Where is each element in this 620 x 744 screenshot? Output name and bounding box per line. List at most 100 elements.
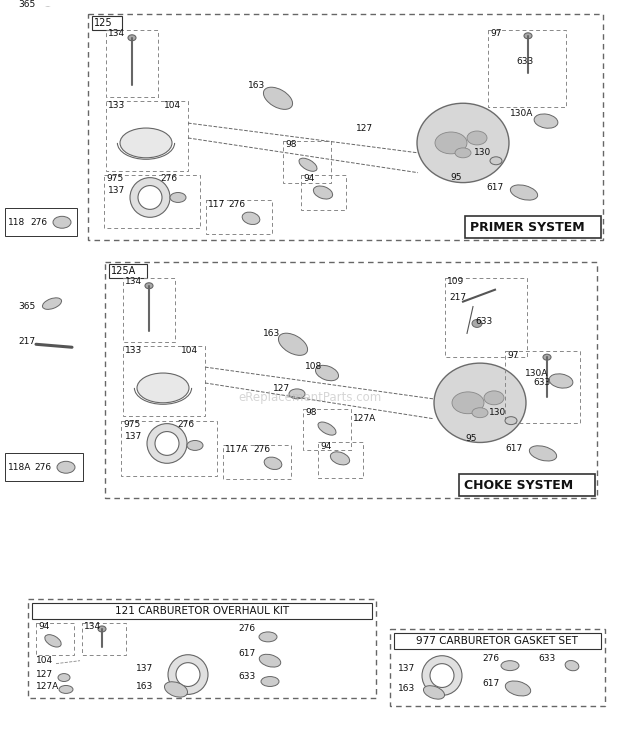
Bar — [318, 443, 363, 478]
Text: PRIMER SYSTEM: PRIMER SYSTEM — [470, 221, 585, 234]
Text: 134: 134 — [108, 29, 125, 38]
Bar — [445, 278, 527, 357]
Ellipse shape — [57, 461, 75, 473]
Text: 109: 109 — [447, 278, 464, 286]
Text: 95: 95 — [450, 173, 461, 182]
Bar — [394, 633, 601, 649]
Text: 130A: 130A — [510, 109, 533, 118]
Bar — [106, 30, 158, 97]
Ellipse shape — [484, 391, 504, 405]
Text: CHOKE SYSTEM: CHOKE SYSTEM — [464, 478, 573, 492]
Ellipse shape — [318, 422, 336, 435]
Ellipse shape — [53, 217, 71, 228]
Bar — [82, 623, 126, 655]
Text: 95: 95 — [465, 434, 477, 443]
Bar — [505, 351, 580, 423]
Text: 975: 975 — [106, 174, 123, 183]
Bar — [459, 474, 595, 496]
Text: 127: 127 — [273, 385, 290, 394]
Bar — [36, 623, 74, 655]
Text: 276: 276 — [177, 420, 194, 429]
Ellipse shape — [529, 446, 557, 461]
Circle shape — [147, 423, 187, 464]
Text: 276: 276 — [30, 218, 47, 227]
Ellipse shape — [120, 128, 172, 158]
Ellipse shape — [42, 298, 61, 310]
Bar — [206, 200, 272, 234]
Bar — [92, 16, 122, 30]
Text: 127: 127 — [356, 124, 373, 132]
Bar — [303, 408, 351, 450]
Text: 97: 97 — [490, 29, 502, 38]
Ellipse shape — [289, 389, 305, 399]
Ellipse shape — [187, 440, 203, 450]
Circle shape — [176, 663, 200, 687]
Text: 130: 130 — [489, 408, 507, 417]
Text: 276: 276 — [253, 445, 270, 454]
Ellipse shape — [505, 681, 531, 696]
Ellipse shape — [505, 417, 517, 425]
Text: 117A: 117A — [225, 445, 249, 454]
Text: 127: 127 — [36, 670, 53, 679]
Ellipse shape — [549, 373, 573, 388]
Text: 108: 108 — [305, 362, 322, 371]
Text: 276: 276 — [228, 200, 245, 209]
Bar — [106, 101, 188, 170]
Bar — [123, 346, 205, 416]
Text: 163: 163 — [248, 81, 265, 90]
Circle shape — [430, 664, 454, 687]
Ellipse shape — [524, 33, 532, 39]
Text: 97: 97 — [507, 350, 518, 359]
Ellipse shape — [128, 35, 136, 41]
Text: 633: 633 — [238, 672, 255, 681]
Circle shape — [422, 655, 462, 696]
Bar — [104, 175, 200, 228]
Text: 104: 104 — [36, 656, 53, 665]
Text: 163: 163 — [263, 329, 280, 338]
Ellipse shape — [98, 626, 106, 632]
Ellipse shape — [472, 408, 488, 417]
Ellipse shape — [467, 131, 487, 145]
Ellipse shape — [510, 185, 538, 200]
Ellipse shape — [45, 635, 61, 647]
Ellipse shape — [259, 654, 281, 667]
Bar — [109, 264, 147, 278]
Text: 137: 137 — [136, 664, 153, 673]
Text: 365: 365 — [18, 0, 35, 9]
Text: 365: 365 — [18, 302, 35, 311]
Ellipse shape — [42, 0, 61, 6]
Text: 977 CARBURETOR GASKET SET: 977 CARBURETOR GASKET SET — [416, 636, 578, 646]
Text: 133: 133 — [125, 346, 142, 355]
Text: 134: 134 — [84, 623, 101, 632]
Text: 163: 163 — [398, 684, 415, 693]
Text: 137: 137 — [125, 432, 142, 441]
Ellipse shape — [435, 132, 467, 154]
Text: 104: 104 — [181, 346, 198, 355]
Text: 104: 104 — [164, 100, 181, 109]
Text: 130A: 130A — [525, 368, 548, 377]
Bar — [5, 208, 77, 236]
Bar — [5, 453, 83, 481]
Bar — [32, 603, 372, 619]
Text: 217: 217 — [18, 337, 35, 346]
Text: 130: 130 — [474, 148, 491, 157]
Bar — [283, 141, 331, 182]
Text: 617: 617 — [486, 183, 503, 192]
Ellipse shape — [261, 676, 279, 687]
Bar — [28, 599, 376, 699]
Circle shape — [130, 178, 170, 217]
Ellipse shape — [565, 661, 579, 671]
Circle shape — [168, 655, 208, 694]
Ellipse shape — [313, 186, 332, 199]
Ellipse shape — [278, 333, 308, 356]
Text: eReplacementParts.com: eReplacementParts.com — [238, 391, 382, 404]
Text: 127A: 127A — [353, 414, 376, 423]
Ellipse shape — [264, 457, 282, 469]
Text: 617: 617 — [238, 650, 255, 658]
Bar — [488, 30, 566, 107]
Text: 137: 137 — [108, 186, 125, 195]
Circle shape — [155, 432, 179, 455]
Text: 118A: 118A — [8, 463, 32, 472]
Text: 276: 276 — [160, 174, 177, 183]
Bar — [301, 175, 346, 211]
